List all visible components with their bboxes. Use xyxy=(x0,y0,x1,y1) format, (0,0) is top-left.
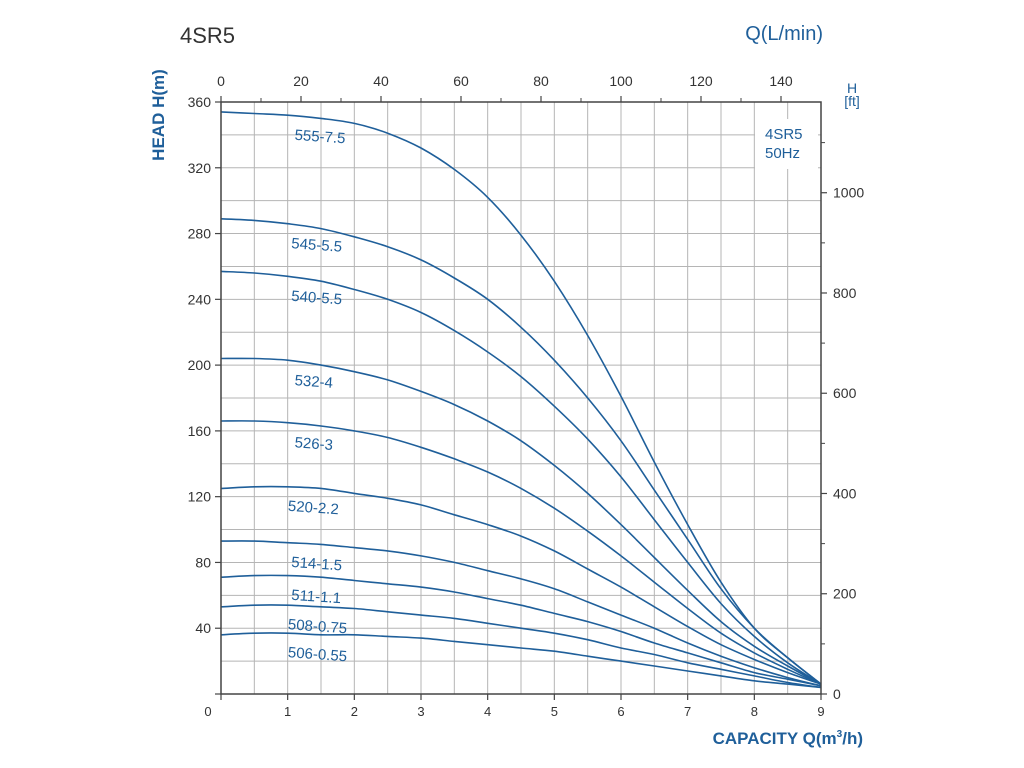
series-label-520-2.2: 520-2.2 xyxy=(287,498,339,519)
x-tick-label: 3 xyxy=(417,704,424,719)
right-axis-label-unit: [ft] xyxy=(844,93,860,109)
curve-520-2.2 xyxy=(220,485,822,685)
x-tick-label: 2 xyxy=(351,704,358,719)
legend-frequency: 50Hz xyxy=(765,145,800,162)
x-tick-label: 4 xyxy=(484,704,491,719)
chart-title: 4SR5 xyxy=(180,23,235,48)
curve-545-5.5 xyxy=(220,218,822,685)
x-tick-label: 5 xyxy=(551,704,558,719)
y-tick-label: 120 xyxy=(188,489,212,505)
x-tick-label: 8 xyxy=(751,704,758,719)
y-axis-label: HEAD H(m) xyxy=(149,69,168,161)
right-tick-label: 400 xyxy=(833,485,857,501)
series-label-545-5.5: 545-5.5 xyxy=(291,235,343,256)
x-tick-label: 9 xyxy=(817,704,824,719)
top-tick-label: 0 xyxy=(217,73,225,89)
curve-508-0.75 xyxy=(220,604,822,689)
plot-frame xyxy=(220,101,822,695)
series-label-506-0.55: 506-0.55 xyxy=(287,644,347,665)
series-label-532-4: 532-4 xyxy=(294,372,333,392)
right-tick-label: 800 xyxy=(833,285,857,301)
top-tick-label: 40 xyxy=(373,73,389,89)
top-tick-label: 20 xyxy=(293,73,309,89)
series-label-555-7.5: 555-7.5 xyxy=(294,127,346,148)
y-tick-label: 360 xyxy=(188,94,212,110)
legend-model: 4SR5 xyxy=(765,126,803,143)
x-tick-label: 7 xyxy=(684,704,691,719)
grid xyxy=(221,102,821,694)
series-label-508-0.75: 508-0.75 xyxy=(287,616,347,637)
x-axis-label-main: CAPACITY Q(m xyxy=(713,729,837,748)
series-label-514-1.5: 514-1.5 xyxy=(291,554,343,575)
top-tick-label: 120 xyxy=(689,73,713,89)
series-labels: 555-7.5 545-5.5 540-5.5 532-4 526-3 520-2.2 51… xyxy=(287,127,347,665)
series-label-526-3: 526-3 xyxy=(294,434,333,454)
right-tick-label: 0 xyxy=(833,686,841,702)
right-tick-label: 1000 xyxy=(833,185,864,201)
top-tick-label: 80 xyxy=(533,73,549,89)
top-axis-label: Q(L/min) xyxy=(745,23,823,45)
plot-border xyxy=(220,101,822,695)
curve-540-5.5 xyxy=(220,270,822,685)
x-origin-label: 0 xyxy=(204,704,211,719)
y-tick-label: 40 xyxy=(195,620,211,636)
curves xyxy=(220,111,822,689)
x-tick-label: 6 xyxy=(617,704,624,719)
curve-506-0.55 xyxy=(220,632,822,689)
curve-555-7.5 xyxy=(220,111,822,685)
top-tick-label: 60 xyxy=(453,73,469,89)
y-tick-label: 240 xyxy=(188,291,212,307)
top-tick-label: 100 xyxy=(609,73,633,89)
curve-514-1.5 xyxy=(220,540,822,687)
y-tick-label: 200 xyxy=(188,357,212,373)
curve-526-3 xyxy=(220,420,822,685)
y-tick-label: 280 xyxy=(188,226,212,242)
curve-532-4 xyxy=(220,357,822,685)
right-tick-label: 200 xyxy=(833,586,857,602)
right-tick-label: 600 xyxy=(833,385,857,401)
legend-box xyxy=(755,119,818,169)
series-label-540-5.5: 540-5.5 xyxy=(291,288,343,309)
right-axis-label-h: H xyxy=(847,80,857,96)
x-axis-label-tail: /h) xyxy=(842,729,863,748)
y-tick-label: 320 xyxy=(188,160,212,176)
curve-511-1.1 xyxy=(220,574,822,687)
x-axis-label: CAPACITY Q(m3/h) xyxy=(713,729,863,748)
top-tick-label: 140 xyxy=(769,73,793,89)
y-tick-label: 160 xyxy=(188,423,212,439)
x-tick-label: 1 xyxy=(284,704,291,719)
y-tick-label: 80 xyxy=(195,554,211,570)
series-label-511-1.1: 511-1.1 xyxy=(291,587,342,607)
x-axis-label-sup: 3 xyxy=(837,729,843,740)
